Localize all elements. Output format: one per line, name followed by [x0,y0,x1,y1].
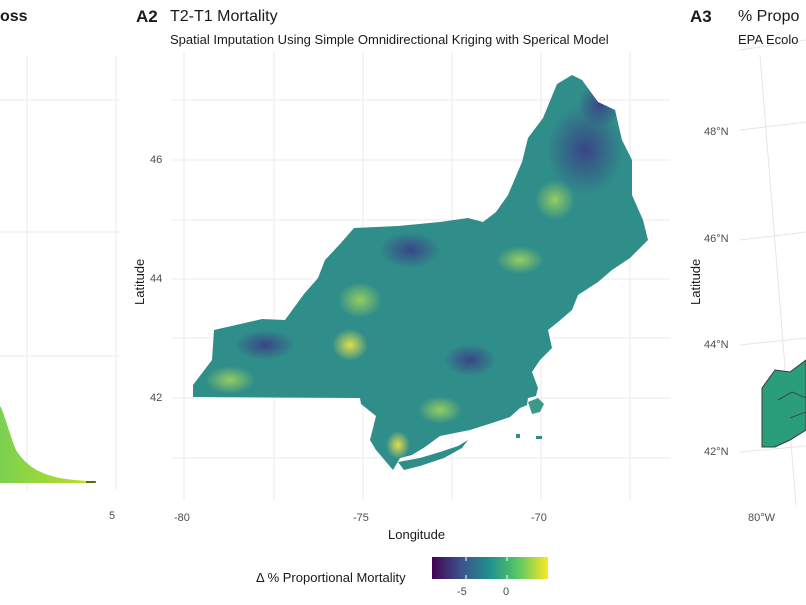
a2-x-tick-80: -80 [174,512,190,524]
a2-x-tick-70: -70 [531,512,547,524]
a1-title-fragment: oss [0,8,28,25]
a2-y-tick-42: 42 [150,392,163,404]
a1-x-tick: 5 [109,510,116,522]
a2-y-axis-title: Latitude [132,258,147,305]
a2-cape-cod [528,398,544,414]
a3-region-border [789,411,806,419]
a2-title: T2-T1 Mortality [170,8,278,25]
a3-ecoregion-fill [761,359,806,448]
a3-region-border [777,391,806,401]
a3-title-fragment: % Propo [738,8,800,25]
legend-colorbar [432,557,548,579]
panel-a2 [172,52,670,500]
a2-kriging-map [193,75,648,470]
a2-island-dot [536,436,542,439]
a3-x-tick-80w: 80°W [748,512,776,524]
a2-x-tick-75: -75 [353,512,369,524]
legend-tick-label: 0 [503,586,510,598]
a2-y-tick-44: 44 [150,273,163,285]
a3-subtitle-fragment: EPA Ecolo [738,32,799,47]
a2-y-tick-46: 46 [150,154,163,166]
a3-y-axis-title: Latitude [688,258,703,305]
a2-panel-tag: A2 [136,7,158,26]
panel-a1 [0,55,120,490]
a3-y-tick-48: 48°N [704,126,729,138]
a1-density-area [0,406,95,483]
a3-y-tick-44: 44°N [704,339,729,351]
legend-title: Δ % Proportional Mortality [256,570,406,585]
a2-island-dot [516,434,520,438]
legend-tick-label: -5 [457,586,467,598]
a3-y-tick-46: 46°N [704,233,729,245]
a3-panel-tag: A3 [690,7,712,26]
panel-a3 [739,39,806,506]
a2-long-island [398,440,468,470]
a2-x-axis-title: Longitude [388,527,446,542]
a3-y-tick-42: 42°N [704,446,729,458]
a2-subtitle: Spatial Imputation Using Simple Omnidire… [170,32,609,47]
